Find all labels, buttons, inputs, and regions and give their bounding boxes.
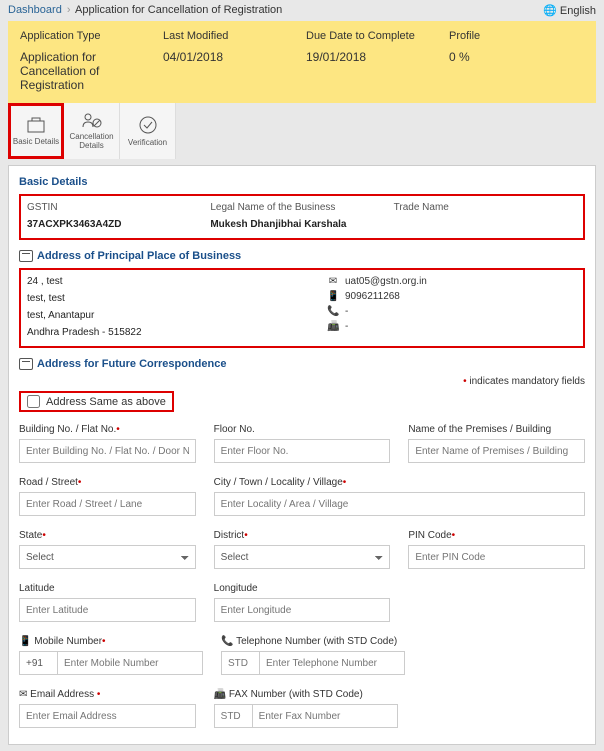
district-select[interactable]: Select	[214, 545, 391, 569]
same-as-above-label: Address Same as above	[46, 396, 166, 408]
addr-line3: test, Anantapur	[27, 310, 327, 321]
tel-std[interactable]	[221, 651, 259, 675]
longitude-label: Longitude	[214, 583, 391, 594]
premises-label: Name of the Premises / Building	[408, 424, 585, 435]
city-label: City / Town / Locality / Village•	[214, 477, 585, 488]
road-label: Road / Street•	[19, 477, 196, 488]
fax-label: 📠 FAX Number (with STD Code)	[214, 689, 398, 700]
summary-head-profile: Profile	[449, 30, 584, 42]
briefcase-icon	[27, 117, 45, 133]
state-label: State•	[19, 530, 196, 541]
tab-cancellation-details[interactable]: Cancellation Details	[64, 103, 120, 159]
longitude-input[interactable]	[214, 598, 391, 622]
address-card-icon	[19, 358, 33, 370]
fax-icon: 📠	[327, 321, 339, 332]
principal-address-box: 24 , test test, test test, Anantapur And…	[19, 268, 585, 348]
same-as-above-checkbox[interactable]: Address Same as above	[19, 391, 174, 412]
step-tabs: Basic Details Cancellation Details Verif…	[8, 103, 596, 159]
mobile-label: 📱 Mobile Number•	[19, 636, 203, 647]
pin-input[interactable]	[408, 545, 585, 569]
summary-val-due: 19/01/2018	[306, 50, 441, 64]
building-input[interactable]	[19, 439, 196, 463]
addr-line2: test, test	[27, 293, 327, 304]
section-principal-address-title: Address of Principal Place of Business	[19, 250, 585, 262]
breadcrumb: Dashboard › Application for Cancellation…	[8, 4, 282, 17]
email-label: ✉ Email Address •	[19, 689, 196, 700]
summary-head-due: Due Date to Complete	[306, 30, 441, 42]
gstin-value: 37ACXPK3463A4ZD	[27, 219, 210, 230]
mobile-value: 9096211268	[345, 291, 400, 302]
section-future-address-title: Address for Future Correspondence	[19, 358, 585, 370]
summary-head-modified: Last Modified	[163, 30, 298, 42]
city-input[interactable]	[214, 492, 585, 516]
mobile-input[interactable]	[57, 651, 203, 675]
application-summary: Application Type Last Modified Due Date …	[8, 21, 596, 103]
legal-name-value: Mukesh Dhanjibhai Karshala	[210, 219, 393, 230]
summary-val-modified: 04/01/2018	[163, 50, 298, 64]
trade-name-label: Trade Name	[394, 202, 577, 213]
road-input[interactable]	[19, 492, 196, 516]
check-circle-icon	[139, 116, 157, 134]
person-cancel-icon	[82, 112, 102, 128]
language-selector[interactable]: 🌐 English	[543, 4, 596, 17]
state-select[interactable]: Select	[19, 545, 196, 569]
addr-line1: 24 , test	[27, 276, 327, 287]
breadcrumb-current: Application for Cancellation of Registra…	[75, 4, 282, 16]
gstin-label: GSTIN	[27, 202, 210, 213]
mobile-icon: 📱	[327, 291, 339, 302]
mandatory-note: • indicates mandatory fields	[19, 376, 585, 387]
same-as-above-input[interactable]	[27, 395, 40, 408]
address-card-icon	[19, 250, 33, 262]
floor-input[interactable]	[214, 439, 391, 463]
fax-input[interactable]	[252, 704, 398, 728]
floor-label: Floor No.	[214, 424, 391, 435]
pin-label: PIN Code•	[408, 530, 585, 541]
latitude-label: Latitude	[19, 583, 196, 594]
summary-head-type: Application Type	[20, 30, 155, 42]
latitude-input[interactable]	[19, 598, 196, 622]
envelope-icon: ✉	[327, 276, 339, 287]
summary-val-profile: 0 %	[449, 50, 584, 64]
tel-input[interactable]	[259, 651, 405, 675]
breadcrumb-sep: ›	[67, 4, 71, 16]
dashboard-link[interactable]: Dashboard	[8, 4, 62, 16]
fax-value: -	[345, 321, 348, 332]
addr-line4: Andhra Pradesh - 515822	[27, 327, 327, 338]
phone-icon: 📞	[327, 306, 339, 317]
email-value: uat05@gstn.org.in	[345, 276, 427, 287]
district-label: District•	[214, 530, 391, 541]
section-basic-details-title: Basic Details	[19, 176, 585, 188]
telephone-label: 📞 Telephone Number (with STD Code)	[221, 636, 405, 647]
premises-input[interactable]	[408, 439, 585, 463]
tab-verification[interactable]: Verification	[120, 103, 176, 159]
summary-val-type: Application for Cancellation of Registra…	[20, 50, 155, 92]
tab-basic-details[interactable]: Basic Details	[8, 103, 64, 159]
fax-std[interactable]	[214, 704, 252, 728]
legal-name-label: Legal Name of the Business	[210, 202, 393, 213]
email-input[interactable]	[19, 704, 196, 728]
mobile-prefix	[19, 651, 57, 675]
phone-value: -	[345, 306, 348, 317]
building-label: Building No. / Flat No.•	[19, 424, 196, 435]
basic-details-box: GSTIN Legal Name of the Business Trade N…	[19, 194, 585, 240]
